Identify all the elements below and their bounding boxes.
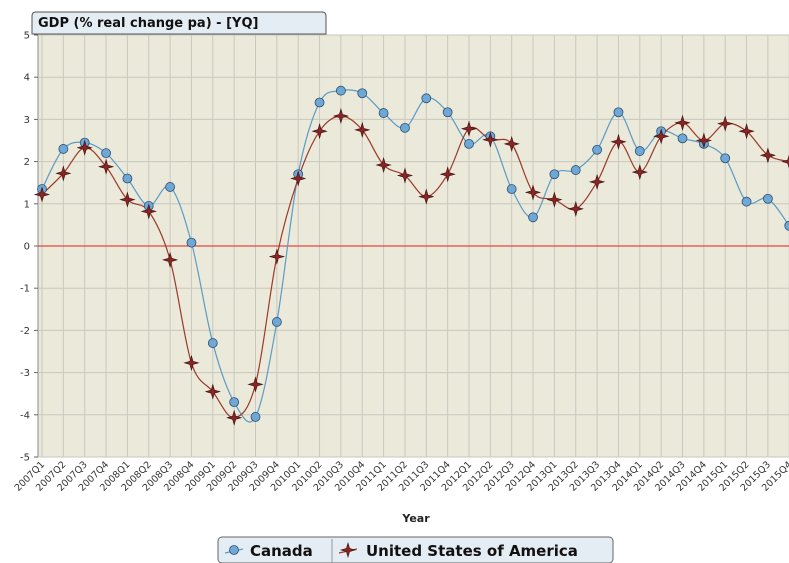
marker	[375, 156, 392, 174]
marker	[247, 376, 264, 393]
y-tick-label: 2	[24, 157, 30, 168]
y-tick-label: 0	[24, 242, 30, 253]
marker	[784, 220, 789, 231]
marker	[528, 212, 538, 223]
y-tick-label: -5	[20, 453, 30, 464]
marker	[165, 182, 176, 192]
marker	[332, 107, 349, 125]
y-tick-label: 4	[24, 73, 30, 84]
marker	[58, 144, 69, 154]
marker	[482, 131, 499, 148]
marker	[589, 173, 606, 190]
marker	[271, 317, 282, 327]
marker	[122, 173, 133, 184]
title-tab	[31, 11, 327, 35]
marker	[442, 107, 453, 118]
marker	[354, 121, 371, 138]
marker	[567, 200, 584, 218]
marker	[695, 132, 712, 149]
marker	[183, 354, 200, 371]
marker	[314, 97, 325, 108]
marker	[549, 169, 560, 180]
marker	[311, 123, 328, 140]
y-tick-label: -4	[20, 410, 30, 421]
marker	[592, 144, 602, 155]
marker	[33, 186, 51, 203]
marker	[503, 135, 520, 152]
marker	[162, 251, 179, 268]
marker	[546, 191, 563, 208]
marker	[76, 139, 93, 156]
chart-title: GDP (% real change pa) - [YQ]	[38, 16, 258, 31]
marker	[653, 128, 670, 145]
marker	[570, 165, 581, 175]
marker	[418, 188, 435, 205]
marker	[268, 248, 286, 265]
marker	[101, 148, 111, 159]
marker	[396, 167, 414, 184]
y-tick-label: -1	[20, 284, 30, 295]
marker	[229, 397, 240, 408]
marker	[464, 138, 474, 149]
marker	[335, 85, 346, 96]
y-tick-label: -2	[20, 326, 30, 337]
marker	[400, 122, 410, 133]
marker	[290, 170, 307, 187]
marker	[741, 196, 752, 207]
marker	[524, 184, 542, 201]
marker	[378, 108, 389, 118]
y-tick-label: 1	[24, 199, 30, 210]
marker	[759, 147, 776, 164]
marker	[506, 184, 517, 194]
marker	[781, 154, 789, 169]
marker	[204, 383, 221, 400]
marker	[631, 164, 648, 181]
marker	[738, 123, 755, 140]
legend-label: Canada	[250, 542, 313, 560]
marker	[186, 237, 197, 248]
marker	[119, 191, 136, 208]
y-tick-label: 5	[24, 31, 30, 42]
marker	[634, 146, 645, 156]
marker	[207, 338, 218, 348]
marker	[717, 115, 734, 132]
y-tick-label: 3	[24, 115, 30, 126]
x-axis-label: Year	[401, 512, 430, 525]
marker	[229, 545, 239, 555]
marker	[720, 153, 731, 164]
legend-label: United States of America	[366, 542, 578, 560]
marker	[674, 114, 691, 131]
marker	[763, 193, 773, 204]
marker	[610, 133, 627, 150]
marker	[250, 412, 261, 422]
legend-box[interactable]	[217, 536, 614, 563]
marker	[439, 166, 456, 183]
marker	[460, 120, 478, 137]
marker	[677, 133, 688, 144]
marker	[226, 409, 243, 426]
marker	[421, 93, 432, 104]
marker	[613, 107, 624, 118]
marker	[140, 203, 157, 220]
marker	[357, 88, 368, 99]
marker	[55, 165, 72, 182]
y-tick-label: -3	[20, 368, 30, 379]
marker	[339, 541, 357, 559]
marker	[98, 158, 115, 175]
